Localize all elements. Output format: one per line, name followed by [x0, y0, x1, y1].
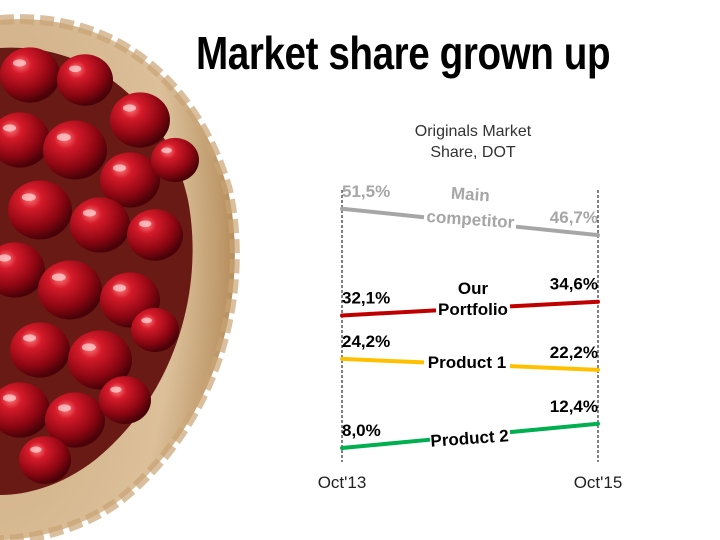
cherry-highlight-4 [2, 124, 17, 132]
data-point-product-1-1 [340, 356, 344, 361]
series-line-our-portfolio-seg1 [341, 308, 437, 318]
series-label-our-portfolio-line1: Our [458, 279, 489, 298]
cherry-highlight-3 [122, 104, 137, 112]
cherry-highlight-16 [141, 317, 152, 324]
series-label-main-competitor-line1: Main [450, 184, 490, 206]
cherry-highlight-7 [161, 147, 172, 154]
x-tick-oct15: Oct'15 [574, 473, 623, 492]
cherry-highlight-1 [12, 59, 27, 67]
data-point-product-2-2 [596, 421, 600, 426]
cherry-highlight-14 [22, 334, 37, 342]
cherry-highlight-18 [57, 404, 72, 412]
data-point-main-competitor-2 [596, 233, 600, 238]
cherry-highlight-12 [51, 273, 66, 282]
chart-subtitle-line-2: Share, DOT [430, 144, 516, 161]
series-line-our-portfolio-seg2 [509, 299, 599, 309]
value-label-product-1-start: 24,2% [342, 332, 390, 351]
cherry-highlight-9 [82, 209, 97, 217]
cherry-highlight-10 [139, 220, 152, 228]
cherry-highlight-20 [30, 446, 42, 453]
series-line-product-2-seg2 [509, 421, 599, 435]
data-point-product-1-2 [596, 367, 600, 372]
series-line-product-2-seg1 [341, 437, 431, 450]
cherry-highlight-11 [0, 254, 12, 262]
cherry-highlight-13 [112, 284, 127, 292]
value-label-product-1-end: 22,2% [550, 343, 598, 362]
cherry-highlight-5 [56, 133, 71, 142]
series-line-main-competitor-seg2 [515, 224, 599, 238]
series-line-main-competitor-seg1 [341, 206, 425, 220]
cherry-highlight-17 [2, 394, 17, 402]
cherry-11 [0, 242, 45, 298]
data-point-main-competitor-1 [340, 206, 344, 211]
cherry-highlight-6 [112, 164, 127, 172]
cherry-highlight-2 [69, 65, 82, 73]
x-tick-oct13: Oct'13 [318, 473, 367, 492]
value-label-main-competitor-start: 51,5% [342, 182, 390, 201]
data-point-our-portfolio-1 [340, 313, 344, 318]
cherry-highlight-8 [21, 193, 36, 202]
chart-subtitle-line-1: Originals Market [415, 123, 532, 140]
series-label-product-2-line1: Product 2 [430, 426, 510, 450]
value-label-main-competitor-end: 46,7% [550, 208, 598, 227]
data-point-our-portfolio-2 [596, 299, 600, 304]
page-title: Market share grown up [196, 27, 611, 79]
series-line-product-1-seg2 [509, 364, 599, 372]
series-line-product-1-seg1 [341, 356, 425, 365]
cherry-highlight-15 [81, 343, 96, 352]
value-label-our-portfolio-end: 34,6% [550, 275, 598, 294]
value-label-product-2-end: 12,4% [550, 397, 598, 416]
cherry-highlight-19 [110, 386, 122, 393]
series-label-main-competitor-line2: competitor [426, 207, 515, 232]
series-label-product-1-line1: Product 1 [428, 353, 506, 372]
value-label-product-2-start: 8,0% [342, 421, 381, 440]
data-point-product-2-1 [340, 446, 344, 450]
series-label-our-portfolio-line2: Portfolio [438, 300, 508, 319]
value-label-our-portfolio-start: 32,1% [342, 288, 390, 307]
